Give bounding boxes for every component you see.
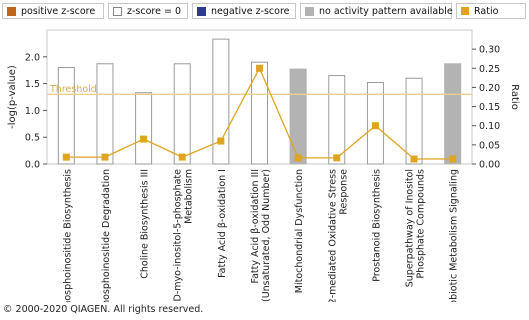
ratio-point xyxy=(410,155,418,163)
legend-label: negative z-score xyxy=(211,5,290,17)
right-tick-label: 0.15 xyxy=(479,102,500,113)
category-label: Xenobiotic Metabolism Signaling xyxy=(449,169,460,302)
right-tick-label: 0.10 xyxy=(479,121,500,132)
ratio-point xyxy=(217,137,225,145)
y-axis-left-label: -log(p-value) xyxy=(7,65,18,129)
category-label: Metabolism xyxy=(184,169,195,224)
category-label: NRF2-mediated Oxidative Stress xyxy=(327,169,338,302)
legend-swatch xyxy=(7,6,16,16)
bar xyxy=(135,92,153,165)
left-tick-label: 2.0 xyxy=(25,52,40,63)
right-tick-label: 0.30 xyxy=(479,45,500,56)
legend-swatch xyxy=(461,7,469,15)
bar xyxy=(173,63,191,165)
bar xyxy=(444,63,462,165)
right-tick-label: 0.05 xyxy=(479,140,500,151)
bar xyxy=(96,63,114,165)
left-tick-label: 0.0 xyxy=(25,160,40,171)
legend-item-0: positive z-score xyxy=(2,3,104,19)
copyright-text: © 2000-2020 QIAGEN. All rights reserved. xyxy=(3,304,204,315)
y-axis-right-label: Ratio xyxy=(509,84,520,110)
ratio-point xyxy=(371,122,379,130)
category-label: Fatty Acid β-oxidation I xyxy=(217,169,228,278)
legend-label: z-score = 0 xyxy=(127,5,181,17)
legend-swatch xyxy=(197,6,206,16)
legend-swatch xyxy=(113,6,122,16)
category-label: Mitochondrial Dysfunction xyxy=(294,169,305,293)
legend: positive z-score z-score = 0 negative z-sc… xyxy=(2,3,527,21)
right-tick-label: 0.25 xyxy=(479,64,500,75)
category-label: Response xyxy=(338,169,349,215)
ratio-point xyxy=(140,135,148,143)
category-label: D-myo-inositol-5-phosphate xyxy=(173,169,184,302)
legend-item-1: z-score = 0 xyxy=(108,3,188,19)
category-label: (Unsaturated, Odd Number) xyxy=(261,169,272,302)
ratio-point xyxy=(101,153,109,161)
bar xyxy=(251,61,268,165)
legend-label: no activity pattern available xyxy=(319,5,453,17)
bar xyxy=(328,75,346,165)
ratio-point xyxy=(449,155,457,163)
legend-label: Ratio xyxy=(474,5,499,17)
ratio-point xyxy=(178,153,186,161)
bar xyxy=(212,38,230,165)
left-tick-label: 0.5 xyxy=(25,133,40,144)
ratio-point xyxy=(294,154,302,162)
category-label: Prostanoid Biosynthesis xyxy=(371,169,382,282)
ratio-point xyxy=(256,64,263,72)
category-label: Superpathway of Inositol xyxy=(405,169,416,287)
legend-item-2: negative z-score xyxy=(192,3,296,19)
pathway-chart: 0.0 0.5 1.0 1.5 2.0 0.00 0.05 0.10 0.15 0.20 0.25 0… xyxy=(7,29,520,302)
bar xyxy=(289,68,307,165)
category-label: Phosphate Compounds xyxy=(416,169,427,279)
left-tick-label: 1.0 xyxy=(25,106,40,117)
bar xyxy=(405,77,423,165)
bar xyxy=(57,67,75,165)
category-label: Choline Biosynthesis III xyxy=(140,169,151,279)
ratio-point xyxy=(62,153,70,161)
right-tick-label: 0.20 xyxy=(479,83,500,94)
category-label: 3-phosphoinositide Degradation xyxy=(101,169,112,302)
legend-label: positive z-score xyxy=(21,5,96,17)
category-label: 3-phosphoinositide Biosynthesis xyxy=(62,169,73,302)
legend-item-4: Ratio xyxy=(456,3,526,19)
ratio-point xyxy=(333,154,341,162)
left-tick-label: 1.5 xyxy=(25,79,40,90)
right-tick-label: 0.00 xyxy=(479,160,500,171)
legend-item-3: no activity pattern available xyxy=(300,3,453,19)
legend-swatch xyxy=(305,6,314,16)
threshold-label: Threshold xyxy=(49,84,97,95)
category-label: Fatty Acid β-oxidation III xyxy=(250,169,261,284)
